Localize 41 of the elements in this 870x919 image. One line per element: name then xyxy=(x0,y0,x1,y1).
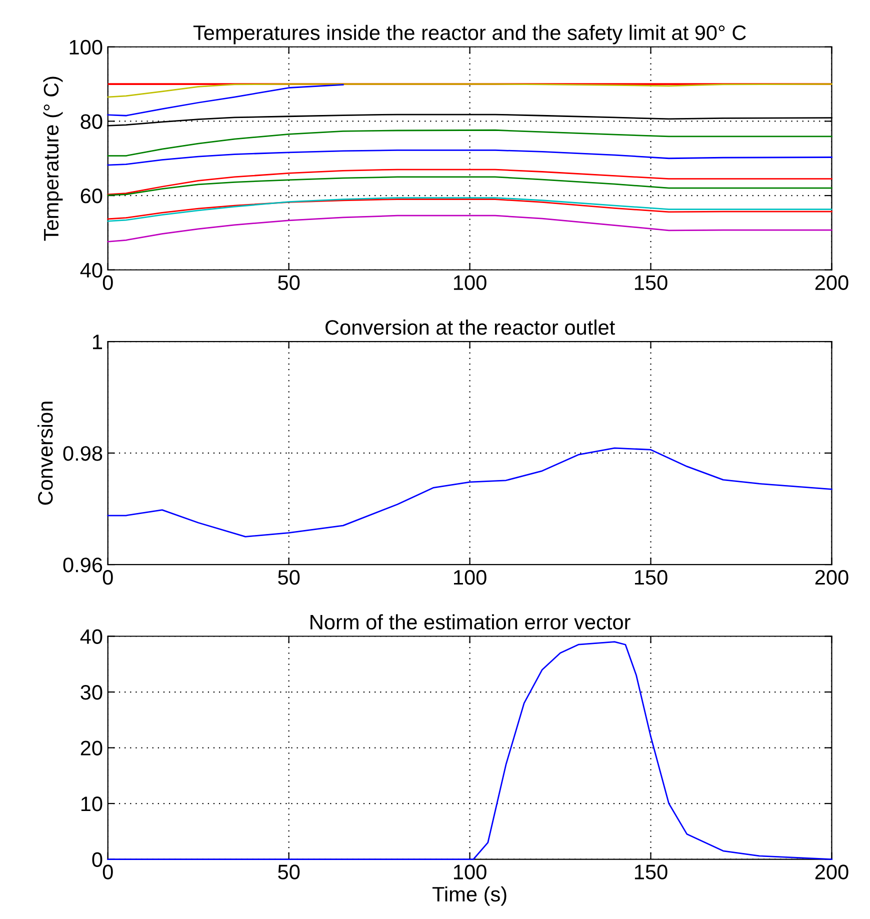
line-series xyxy=(107,214,832,242)
y-tick-label: 0.96 xyxy=(63,558,102,572)
x-tick-label: 150 xyxy=(634,570,668,585)
y-tick-label: 10 xyxy=(81,796,102,812)
x-tick-label: 150 xyxy=(634,864,668,880)
y-tick-label: 0.98 xyxy=(63,446,102,461)
y-tick-label: 40 xyxy=(80,629,102,644)
x-tick-label: 0 xyxy=(102,864,113,880)
x-tick-label: 100 xyxy=(454,570,486,585)
y-tick-label: 0 xyxy=(92,852,102,868)
y-axis-title: Temperature (° C) xyxy=(43,76,63,241)
y-tick-label: 1 xyxy=(93,334,102,350)
x-axis-title: Time (s) xyxy=(432,886,506,906)
y-tick-label: 80 xyxy=(80,114,102,129)
y-tick-label: 30 xyxy=(80,685,102,700)
chart-title: Temperatures inside the reactor and the safety limit at 90° C xyxy=(193,24,746,44)
x-tick-label: 150 xyxy=(634,275,668,290)
line-series xyxy=(107,176,832,196)
x-tick-label: 50 xyxy=(278,864,300,880)
line-series xyxy=(107,129,832,156)
x-tick-label: 50 xyxy=(278,275,300,290)
x-tick-label: 200 xyxy=(815,864,848,880)
y-tick-label: 20 xyxy=(80,740,102,756)
y-tick-label: 60 xyxy=(80,188,102,204)
x-tick-label: 200 xyxy=(815,275,848,290)
chart-title: Norm of the estimation error vector xyxy=(310,614,630,630)
line-series xyxy=(107,150,832,166)
x-tick-label: 0 xyxy=(102,275,113,290)
x-tick-label: 50 xyxy=(278,570,300,585)
line-series xyxy=(107,83,832,98)
y-tick-label: 40 xyxy=(80,262,102,278)
y-axis-title: Conversion xyxy=(38,402,53,505)
line-series xyxy=(107,168,832,196)
x-tick-label: 100 xyxy=(454,864,486,880)
x-tick-label: 200 xyxy=(815,570,848,585)
x-tick-label: 100 xyxy=(454,275,486,290)
y-tick-label: 100 xyxy=(70,40,102,55)
x-tick-label: 0 xyxy=(102,570,113,585)
line-series xyxy=(107,447,832,538)
line-series xyxy=(107,84,344,116)
chart-title: Conversion at the reactor outlet xyxy=(326,320,615,335)
